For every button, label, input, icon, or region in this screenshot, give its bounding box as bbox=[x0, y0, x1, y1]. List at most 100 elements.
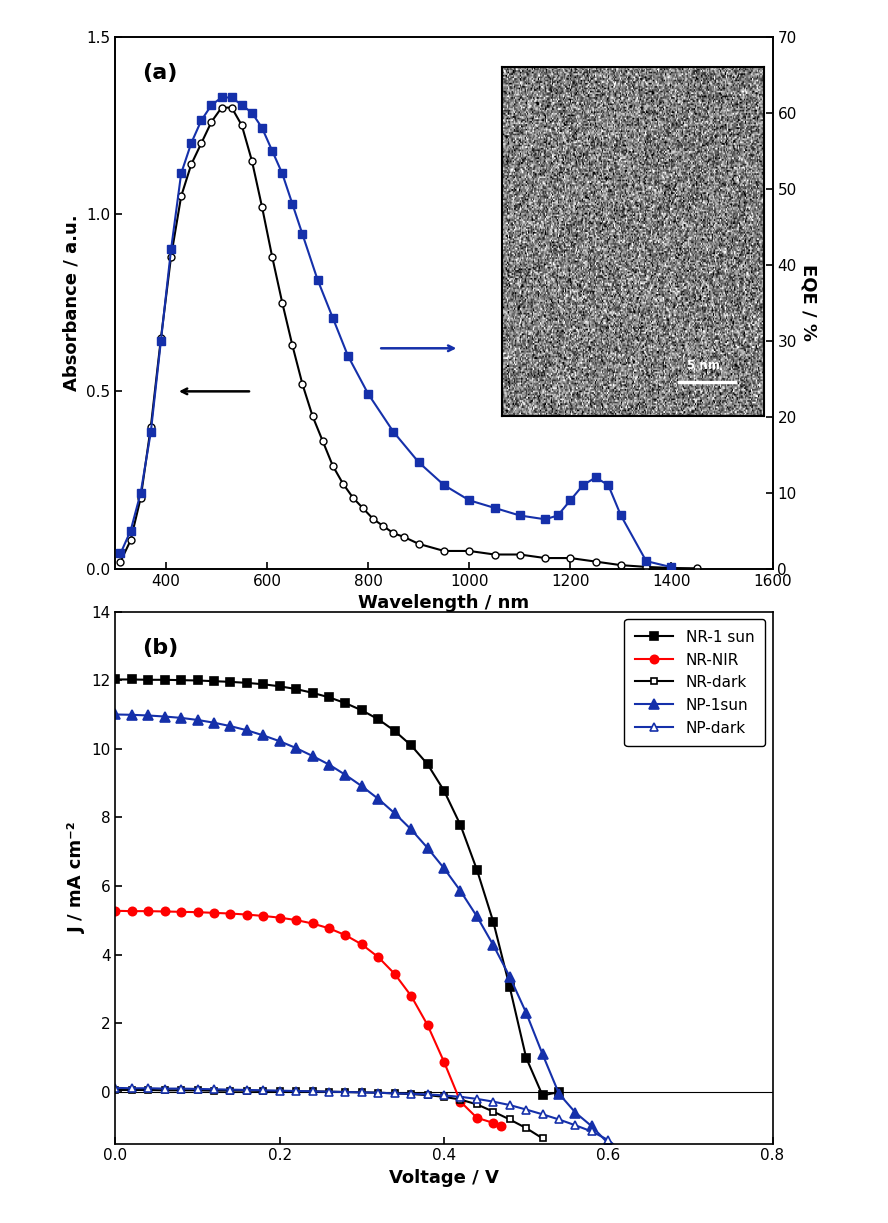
NP-dark bbox=[488, 1095, 498, 1109]
NR-NIR bbox=[472, 1110, 482, 1125]
NR-NIR bbox=[110, 904, 121, 918]
NR-NIR bbox=[406, 988, 416, 1003]
NP-dark bbox=[586, 1124, 597, 1139]
NR-NIR bbox=[389, 966, 400, 981]
NP-1sun bbox=[619, 1161, 630, 1175]
NP-dark bbox=[389, 1086, 400, 1101]
NP-1sun bbox=[126, 707, 137, 722]
NR-1 sun bbox=[226, 675, 236, 690]
NP-1sun bbox=[504, 970, 515, 985]
NP-dark bbox=[455, 1090, 465, 1104]
NP-1sun bbox=[143, 708, 154, 723]
NR-1 sun bbox=[389, 724, 400, 739]
NR-dark bbox=[258, 1084, 268, 1098]
NR-NIR bbox=[226, 906, 236, 921]
NR-NIR bbox=[290, 912, 301, 927]
NP-1sun bbox=[554, 1086, 565, 1101]
NP-1sun bbox=[636, 1195, 646, 1210]
NR-NIR bbox=[209, 905, 219, 920]
NR-1 sun bbox=[126, 673, 137, 687]
Line: NR-1 sun: NR-1 sun bbox=[111, 675, 563, 1099]
NP-dark bbox=[192, 1081, 202, 1096]
NR-dark bbox=[176, 1084, 186, 1098]
NR-NIR bbox=[258, 909, 268, 923]
NP-dark bbox=[209, 1082, 219, 1097]
NP-dark bbox=[290, 1084, 301, 1098]
NP-dark bbox=[504, 1098, 515, 1113]
NP-1sun bbox=[389, 806, 400, 821]
NR-1 sun bbox=[554, 1085, 565, 1099]
NR-dark bbox=[422, 1087, 432, 1102]
NR-dark bbox=[110, 1082, 121, 1097]
NP-dark bbox=[110, 1081, 121, 1096]
NP-dark bbox=[570, 1118, 581, 1132]
NP-dark bbox=[356, 1085, 367, 1099]
NP-1sun bbox=[192, 713, 202, 728]
NP-dark bbox=[274, 1084, 285, 1098]
NP-1sun bbox=[340, 768, 351, 783]
NP-1sun bbox=[176, 711, 186, 725]
NR-NIR bbox=[439, 1054, 449, 1069]
NR-NIR bbox=[192, 905, 202, 920]
Line: NR-dark: NR-dark bbox=[112, 1086, 546, 1142]
NP-1sun bbox=[307, 748, 318, 763]
NR-dark bbox=[323, 1085, 334, 1099]
NR-dark bbox=[406, 1087, 416, 1102]
NP-dark bbox=[554, 1112, 565, 1126]
NP-1sun bbox=[159, 709, 170, 724]
NP-dark bbox=[603, 1132, 614, 1147]
Text: 5 nm: 5 nm bbox=[687, 360, 720, 372]
NR-NIR bbox=[455, 1095, 465, 1109]
NP-1sun bbox=[586, 1119, 597, 1134]
NR-1 sun bbox=[340, 696, 351, 711]
NR-dark bbox=[439, 1090, 449, 1104]
NP-dark bbox=[126, 1081, 137, 1096]
NR-dark bbox=[307, 1084, 318, 1098]
X-axis label: Voltage / V: Voltage / V bbox=[389, 1169, 499, 1188]
NP-1sun bbox=[274, 734, 285, 748]
NR-dark bbox=[159, 1084, 170, 1098]
NR-1 sun bbox=[520, 1051, 531, 1065]
NP-1sun bbox=[488, 938, 498, 953]
NR-dark bbox=[455, 1092, 465, 1107]
NP-1sun bbox=[356, 779, 367, 794]
Line: NR-NIR: NR-NIR bbox=[111, 906, 505, 1130]
NR-dark bbox=[209, 1084, 219, 1098]
NP-1sun bbox=[520, 1005, 531, 1020]
NP-dark bbox=[373, 1085, 384, 1099]
NR-dark bbox=[242, 1084, 252, 1098]
NR-1 sun bbox=[472, 862, 482, 877]
NP-1sun bbox=[406, 822, 416, 837]
NR-dark bbox=[389, 1086, 400, 1101]
NR-NIR bbox=[488, 1115, 498, 1130]
NR-dark bbox=[520, 1120, 531, 1135]
NR-NIR bbox=[496, 1119, 507, 1134]
Line: NP-1sun: NP-1sun bbox=[111, 709, 646, 1207]
NR-1 sun bbox=[242, 675, 252, 690]
NR-1 sun bbox=[323, 690, 334, 704]
Text: (b): (b) bbox=[142, 638, 178, 658]
NR-NIR bbox=[143, 904, 154, 918]
NP-dark bbox=[537, 1107, 548, 1121]
NP-1sun bbox=[258, 728, 268, 742]
NR-1 sun bbox=[209, 674, 219, 689]
NP-dark bbox=[422, 1087, 432, 1102]
NR-1 sun bbox=[439, 783, 449, 797]
Y-axis label: J / mA cm⁻²: J / mA cm⁻² bbox=[67, 822, 86, 933]
NP-dark bbox=[143, 1081, 154, 1096]
NP-1sun bbox=[439, 861, 449, 876]
NR-1 sun bbox=[290, 681, 301, 696]
NP-1sun bbox=[455, 883, 465, 898]
NR-dark bbox=[274, 1084, 285, 1098]
NR-NIR bbox=[373, 950, 384, 965]
Text: (a): (a) bbox=[142, 64, 177, 83]
NR-dark bbox=[488, 1104, 498, 1119]
NP-1sun bbox=[323, 757, 334, 772]
NP-dark bbox=[406, 1086, 416, 1101]
NR-dark bbox=[192, 1084, 202, 1098]
NR-NIR bbox=[159, 904, 170, 918]
Line: NP-dark: NP-dark bbox=[111, 1084, 629, 1158]
NP-1sun bbox=[226, 719, 236, 734]
NP-1sun bbox=[603, 1136, 614, 1151]
NR-dark bbox=[356, 1085, 367, 1099]
